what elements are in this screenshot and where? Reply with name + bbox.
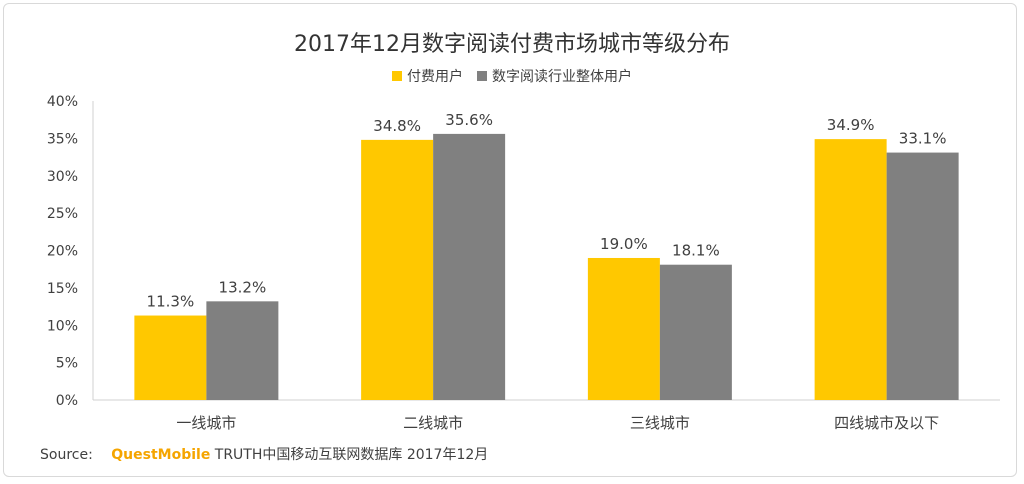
data-label: 13.2% [219, 278, 267, 296]
y-tick-label: 10% [47, 318, 78, 334]
bar [433, 133, 506, 400]
y-tick-label: 0% [56, 393, 78, 409]
legend-swatch-overall [477, 71, 487, 81]
y-tick-label: 25% [47, 206, 78, 222]
bar [134, 315, 207, 400]
bar [587, 257, 660, 400]
data-label: 34.8% [373, 117, 421, 135]
data-label: 18.1% [672, 242, 720, 260]
bar [361, 139, 434, 400]
legend: 付费用户 数字阅读行业整体用户 [0, 66, 1024, 86]
y-tick-label: 15% [47, 281, 78, 297]
y-tick-label: 30% [47, 169, 78, 185]
x-tick-label: 三线城市 [630, 414, 690, 432]
x-tick-label: 二线城市 [403, 414, 463, 432]
bar [886, 152, 959, 400]
data-label: 19.0% [600, 235, 648, 253]
legend-item-overall: 数字阅读行业整体用户 [477, 66, 632, 86]
x-tick-label: 四线城市及以下 [834, 414, 939, 432]
bar [659, 264, 732, 400]
source-label: Source: [40, 447, 93, 463]
legend-label-paid: 付费用户 [407, 69, 463, 85]
data-label: 33.1% [899, 130, 947, 148]
data-label: 34.9% [827, 116, 875, 134]
bar [206, 301, 279, 400]
source-line: Source: QuestMobile TRUTH中国移动互联网数据库 2017… [40, 444, 488, 464]
bar [814, 139, 887, 400]
legend-swatch-paid [392, 71, 402, 81]
source-text: TRUTH中国移动互联网数据库 2017年12月 [214, 447, 489, 463]
data-label: 11.3% [147, 293, 195, 311]
y-tick-label: 20% [47, 244, 78, 260]
data-label: 35.6% [445, 111, 493, 129]
source-brand: QuestMobile [111, 447, 211, 463]
chart-title: 2017年12月数字阅读付费市场城市等级分布 [294, 32, 730, 57]
y-tick-label: 35% [47, 131, 78, 147]
x-tick-label: 一线城市 [176, 414, 236, 432]
y-tick-label: 5% [56, 356, 78, 372]
legend-label-overall: 数字阅读行业整体用户 [492, 69, 632, 85]
legend-item-paid: 付费用户 [392, 66, 463, 86]
y-tick-label: 40% [47, 94, 78, 110]
